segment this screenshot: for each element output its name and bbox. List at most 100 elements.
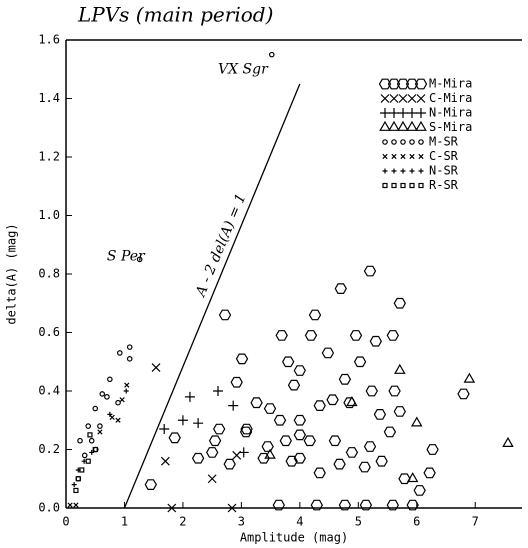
point [77, 437, 83, 444]
point [81, 452, 88, 459]
point [346, 395, 358, 407]
point [353, 356, 367, 368]
legend-symbol [398, 94, 408, 103]
point [92, 446, 98, 453]
point [313, 400, 326, 411]
point [345, 447, 359, 458]
point [365, 385, 378, 397]
point [239, 426, 253, 438]
point [88, 437, 95, 444]
legend-symbol [391, 139, 397, 145]
legend-label: R-SR [429, 178, 459, 192]
x-tick-label: 1 [121, 515, 128, 529]
point [313, 467, 326, 479]
point [85, 423, 92, 429]
legend-label: M-SR [429, 135, 459, 149]
chart-title: LPVs (main period) [77, 3, 273, 27]
point [273, 414, 287, 426]
legend-symbol [418, 168, 424, 174]
point [410, 416, 423, 427]
legend-symbol [378, 78, 392, 90]
legend-symbol [407, 94, 417, 103]
point [206, 447, 219, 458]
legend-symbol [389, 94, 399, 103]
point [73, 502, 79, 508]
point [463, 372, 476, 383]
point [75, 476, 81, 482]
point [263, 403, 277, 414]
y-tick-label: 0.2 [38, 442, 60, 456]
point [369, 335, 382, 347]
point [207, 474, 217, 484]
point [208, 435, 222, 447]
point [168, 432, 181, 444]
point [79, 467, 85, 473]
point [99, 391, 106, 397]
annotation: S Per [107, 248, 146, 264]
point [426, 444, 439, 455]
point [502, 436, 514, 447]
point [238, 447, 249, 458]
point [71, 482, 77, 488]
point [240, 423, 253, 435]
x-tick-label: 2 [179, 515, 186, 529]
point [388, 385, 401, 397]
y-tick-label: 0.4 [38, 384, 60, 398]
point [223, 458, 236, 470]
point [85, 458, 91, 464]
point [213, 423, 226, 435]
point [310, 499, 323, 511]
point [124, 382, 130, 388]
x-tick-label: 6 [413, 515, 420, 529]
point [268, 51, 275, 58]
legend-symbol [416, 108, 426, 118]
y-tick-label: 1.0 [38, 208, 60, 222]
point [406, 472, 419, 483]
legend-label: C-Mira [429, 91, 472, 105]
point [279, 435, 292, 447]
legend-symbol [379, 120, 391, 131]
x-tick-label: 3 [238, 515, 245, 529]
legend-symbol [382, 168, 388, 174]
point [413, 485, 426, 496]
point [363, 441, 377, 452]
point [321, 347, 335, 359]
legend-symbol [382, 182, 388, 189]
point [328, 435, 342, 447]
legend-symbol [398, 108, 408, 118]
legend-symbol [380, 94, 390, 103]
point [293, 429, 306, 441]
y-tick-label: 0.6 [38, 325, 60, 339]
point [167, 503, 177, 513]
point [264, 448, 276, 459]
y-tick-label: 0.0 [38, 501, 60, 515]
x-axis-label: Amplitude (mag) [240, 531, 348, 545]
y-axis-label: delta(A) (mag) [5, 223, 19, 324]
point [228, 400, 239, 411]
point [257, 452, 270, 464]
point [373, 409, 387, 420]
point [293, 452, 306, 464]
point [109, 414, 115, 420]
point [393, 297, 406, 309]
point [73, 487, 79, 494]
legend-symbol [400, 168, 406, 174]
point [423, 467, 436, 479]
point [308, 309, 322, 321]
point [333, 458, 346, 470]
legend-symbol [405, 78, 419, 90]
point [193, 418, 204, 429]
point [160, 456, 170, 466]
point [386, 499, 399, 511]
point [89, 449, 95, 455]
point [177, 415, 188, 426]
legend-symbol [418, 153, 424, 160]
point [115, 399, 121, 406]
point [383, 426, 397, 438]
legend-symbol [391, 182, 397, 189]
point [375, 455, 388, 467]
x-tick-label: 0 [62, 515, 69, 529]
point [272, 499, 285, 511]
point [349, 330, 363, 341]
point [144, 479, 157, 490]
